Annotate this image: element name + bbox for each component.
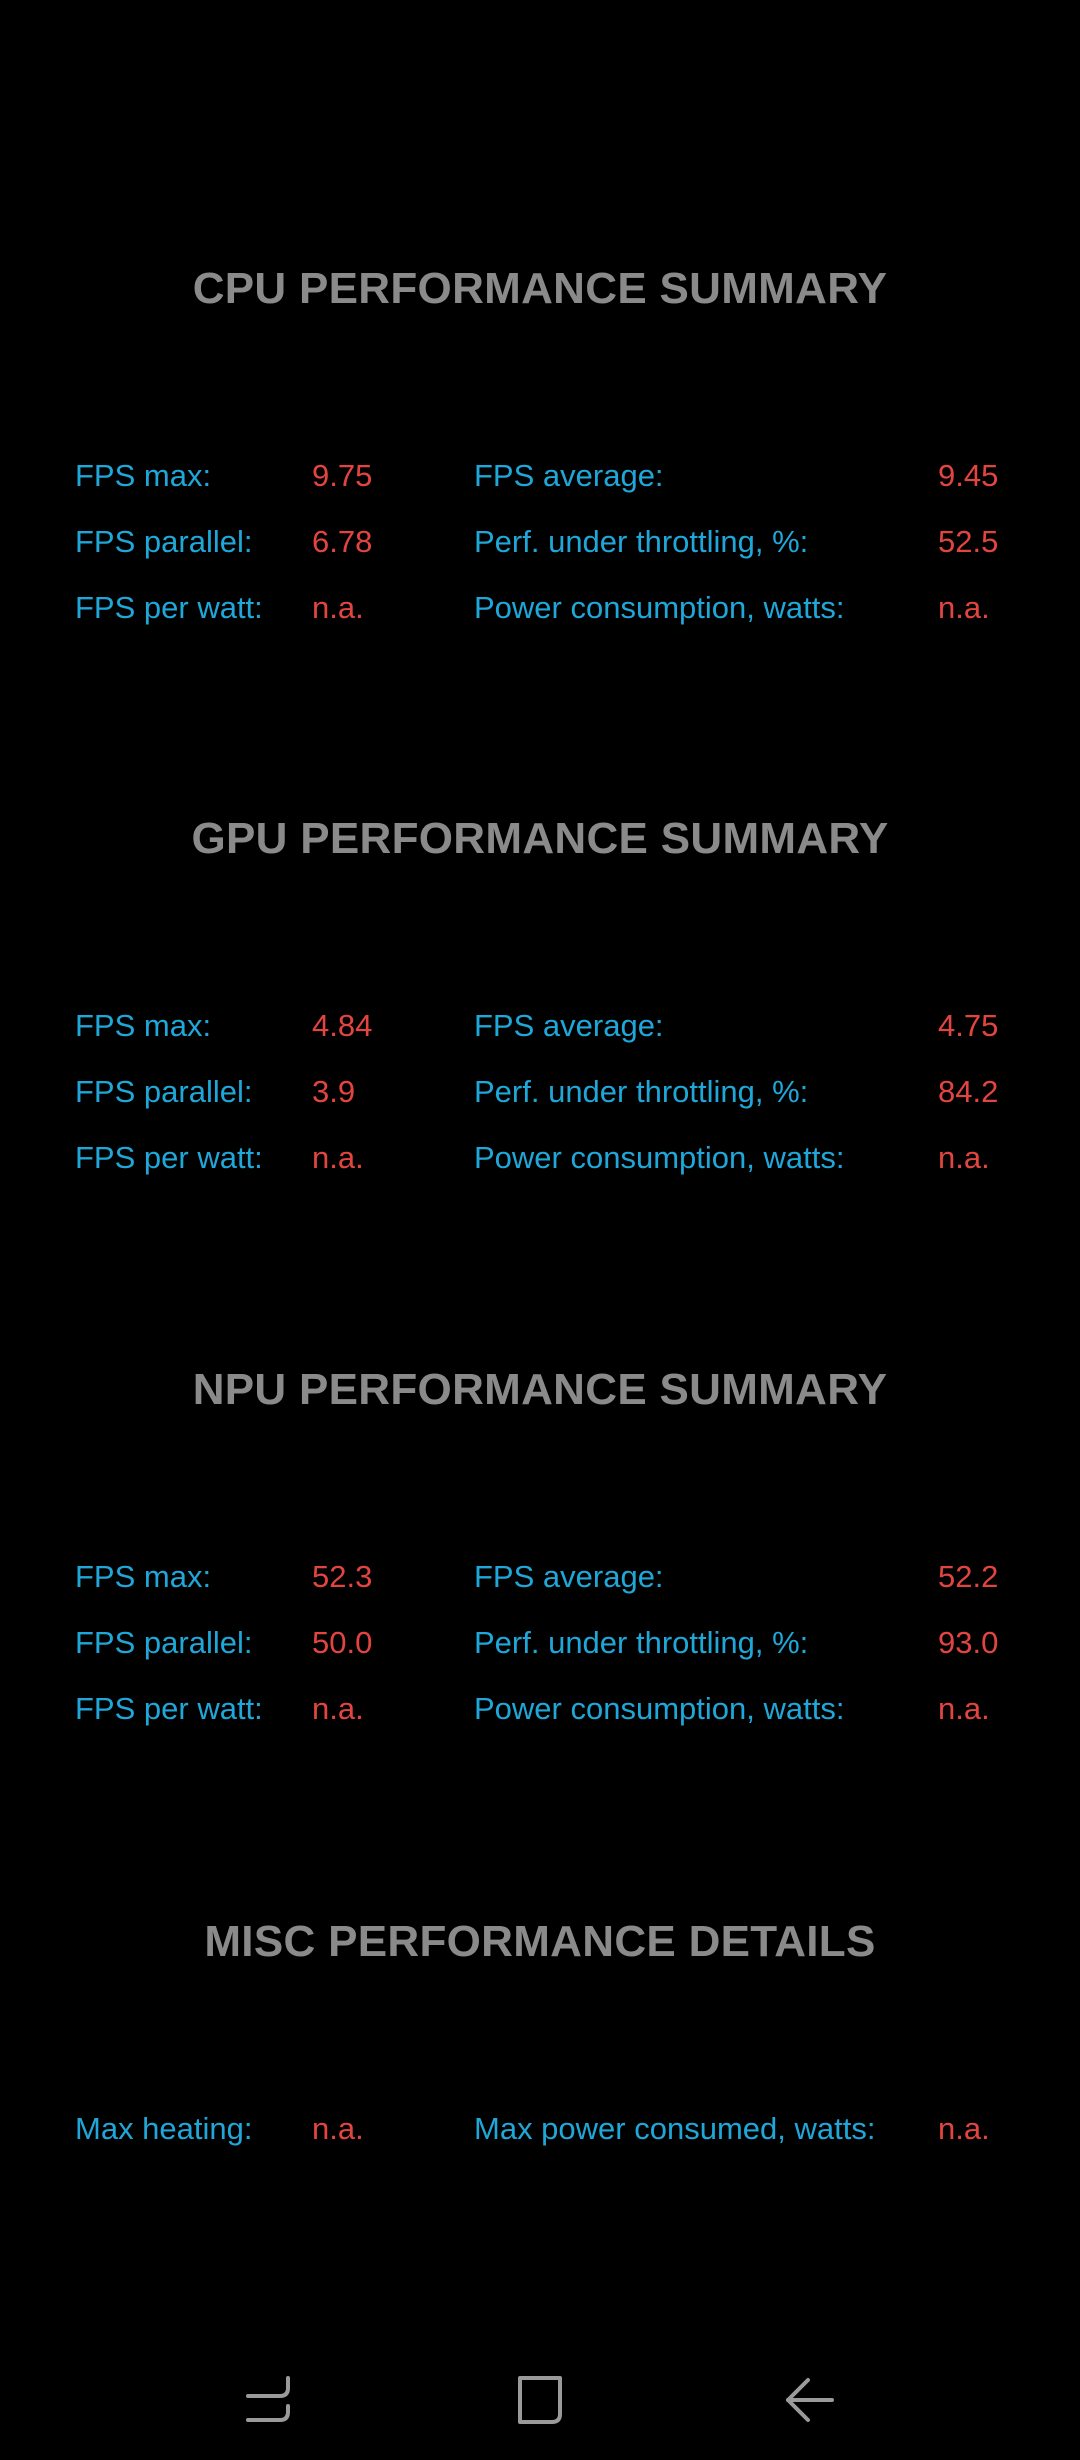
stat-row: FPS per watt: n.a. Power consumption, wa…	[0, 1128, 1080, 1188]
stat-value: 93.0	[938, 1625, 999, 1660]
stat-value: n.a.	[312, 590, 364, 625]
stat-label: FPS average:	[474, 1559, 664, 1594]
stat-label: Perf. under throttling, %:	[474, 524, 809, 559]
stat-label: Perf. under throttling, %:	[474, 1625, 809, 1660]
stat-value: 9.75	[312, 458, 373, 493]
section-title: GPU PERFORMANCE SUMMARY	[191, 814, 889, 863]
stat-value: 84.2	[938, 1074, 999, 1109]
stat-label: FPS max:	[75, 458, 212, 493]
stat-row: Max heating: n.a. Max power consumed, wa…	[0, 2099, 1080, 2159]
stat-label: FPS parallel:	[75, 1625, 253, 1660]
recent-apps-icon	[246, 2376, 290, 2422]
navigation-bar	[0, 2330, 1080, 2460]
stat-value: 6.78	[312, 524, 373, 559]
stat-value: 52.2	[938, 1559, 999, 1594]
stat-row: FPS max: 52.3 FPS average: 52.2	[0, 1547, 1080, 1607]
stat-label: Perf. under throttling, %:	[474, 1074, 809, 1109]
stat-label: Power consumption, watts:	[474, 590, 845, 625]
stat-label: FPS parallel:	[75, 524, 253, 559]
stat-label: FPS max:	[75, 1008, 212, 1043]
stat-value: n.a.	[938, 1140, 990, 1175]
stat-label: FPS parallel:	[75, 1074, 253, 1109]
stat-row: FPS max: 4.84 FPS average: 4.75	[0, 996, 1080, 1056]
stat-value: n.a.	[938, 590, 990, 625]
stat-label: FPS per watt:	[75, 590, 263, 625]
home-icon	[518, 2376, 562, 2424]
stat-value: 4.84	[312, 1008, 373, 1043]
stat-row: FPS parallel: 6.78 Perf. under throttlin…	[0, 512, 1080, 572]
stat-row: FPS parallel: 50.0 Perf. under throttlin…	[0, 1613, 1080, 1673]
section-title: CPU PERFORMANCE SUMMARY	[192, 264, 888, 313]
back-icon	[786, 2378, 834, 2422]
stat-label: FPS per watt:	[75, 1140, 263, 1175]
stat-label: Power consumption, watts:	[474, 1140, 845, 1175]
stat-value: 4.75	[938, 1008, 999, 1043]
back-button[interactable]	[760, 2350, 860, 2450]
stat-value: n.a.	[312, 2111, 364, 2146]
stat-value: 9.45	[938, 458, 999, 493]
stat-label: FPS average:	[474, 458, 664, 493]
home-button[interactable]	[490, 2350, 590, 2450]
stat-label: FPS max:	[75, 1559, 212, 1594]
stat-value: 3.9	[312, 1074, 356, 1109]
stat-value: 50.0	[312, 1625, 373, 1660]
stat-label: Max power consumed, watts:	[474, 2111, 876, 2146]
stat-row: FPS max: 9.75 FPS average: 9.45	[0, 446, 1080, 506]
stat-row: FPS per watt: n.a. Power consumption, wa…	[0, 578, 1080, 638]
stat-label: Power consumption, watts:	[474, 1691, 845, 1726]
stat-value: 52.5	[938, 524, 999, 559]
recent-apps-button[interactable]	[220, 2350, 320, 2450]
stat-label: FPS per watt:	[75, 1691, 263, 1726]
stat-value: n.a.	[938, 1691, 990, 1726]
stat-row: FPS parallel: 3.9 Perf. under throttling…	[0, 1062, 1080, 1122]
stat-row: FPS per watt: n.a. Power consumption, wa…	[0, 1679, 1080, 1739]
stat-label: FPS average:	[474, 1008, 664, 1043]
stat-value: 52.3	[312, 1559, 373, 1594]
section-title: MISC PERFORMANCE DETAILS	[204, 1917, 876, 1966]
section-title: NPU PERFORMANCE SUMMARY	[192, 1365, 888, 1414]
stat-value: n.a.	[312, 1691, 364, 1726]
stat-value: n.a.	[312, 1140, 364, 1175]
stat-value: n.a.	[938, 2111, 990, 2146]
stat-label: Max heating:	[75, 2111, 253, 2146]
